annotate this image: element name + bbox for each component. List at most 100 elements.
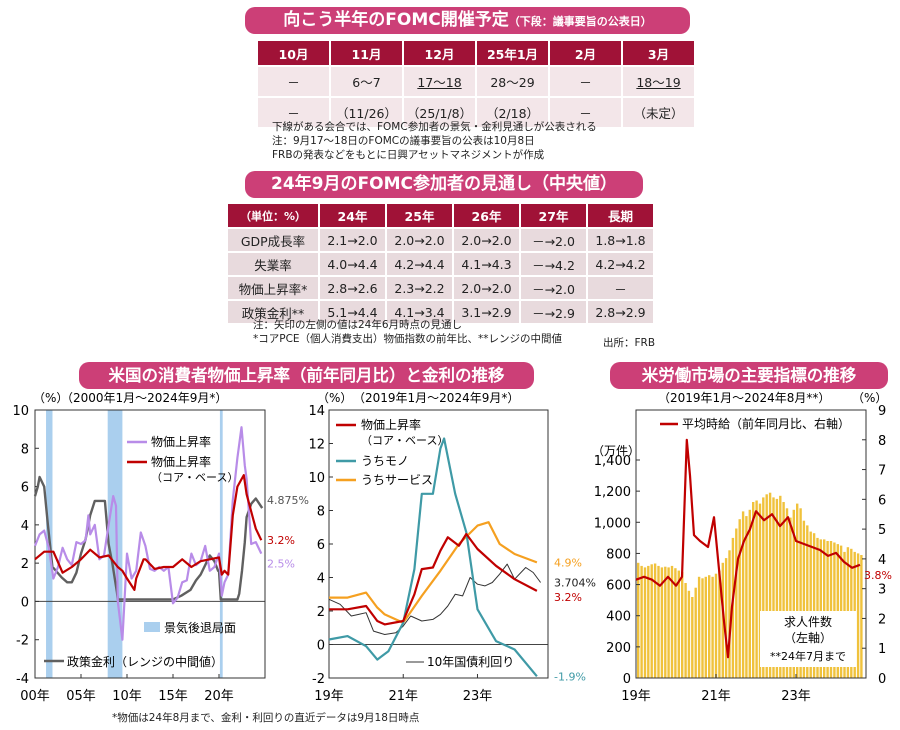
- end-label-core-cpi: 3.2%: [267, 534, 295, 547]
- fomc-header-cell: 10月: [258, 41, 329, 65]
- x-tick-label: 23年: [463, 689, 493, 704]
- projection-cell: 4.0→4.4: [320, 253, 385, 275]
- fomc-note: FRBの発表などをもとに日興アセットマネジメントが作成: [272, 149, 545, 161]
- bar: [681, 572, 684, 678]
- legend-label-core-cpi-sub: （コア・ベース）: [361, 434, 448, 447]
- bar: [812, 533, 816, 678]
- legend-label-core-cpi-sub: （コア・ベース）: [151, 471, 238, 484]
- legend-swatch-recession: [144, 622, 160, 632]
- projection-cell: 4.2→4.2: [588, 253, 653, 275]
- chart-footnote: *物価は24年8月まで、金利・利回りの直近データは9月18日時点: [112, 712, 420, 724]
- legend-label-cpi: 物価上昇率: [151, 434, 211, 449]
- fomc-notes: 下線がある会合では、FOMC参加者の景気・金利見通しが公表される 注：9月17〜…: [272, 120, 597, 162]
- plot-frame: [328, 409, 549, 679]
- period-label: （2019年1月〜2024年8月**）: [658, 391, 830, 405]
- series-cpi: [33, 426, 263, 641]
- right-y-tick-label: 3: [878, 583, 886, 598]
- fomc-header-cell: 2月: [550, 41, 621, 65]
- fomc-date-row: － 6〜7 17〜18 28〜29 － 18〜19: [258, 67, 694, 96]
- x-tick-label: 21年: [701, 689, 731, 704]
- projection-cell: 2.0→2.0: [454, 277, 519, 299]
- bar: [809, 531, 812, 678]
- bar: [806, 525, 809, 678]
- fomc-cell: 17〜18: [404, 67, 475, 96]
- series-core-cpi: [34, 474, 263, 592]
- projection-header-cell: 25年: [387, 204, 452, 227]
- y-tick-label: 8: [317, 505, 325, 520]
- bar: [775, 498, 779, 678]
- projection-cell: 1.8→1.8: [588, 229, 653, 251]
- fomc-schedule-title: 向こう半年のFOMC開催予定: [283, 10, 509, 30]
- fomc-header-row: 10月 11月 12月 25年1月 2月 3月: [258, 41, 694, 65]
- left-unit-label: （万件）: [592, 444, 640, 458]
- fomc-cell: 18〜19: [623, 67, 694, 96]
- fomc-cell: （11/26）: [331, 98, 402, 127]
- y-tick-label: 6: [317, 538, 325, 553]
- bar: [657, 565, 660, 678]
- bar: [738, 519, 741, 678]
- projection-row: 物価上昇率* 2.8→2.6 2.3→2.2 2.0→2.0 －→2.0 －: [228, 277, 653, 299]
- y-tick-label: -4: [16, 672, 29, 687]
- bar: [826, 541, 829, 678]
- series-services: [329, 521, 538, 624]
- bar: [701, 578, 704, 678]
- bar: [782, 502, 785, 678]
- bar: [799, 508, 802, 678]
- right-y-tick-label: 8: [878, 434, 886, 449]
- left-y-tick-label: 1,200: [594, 485, 631, 500]
- fomc-note: 注：9月17〜18日のFOMCの議事要旨の公表は10月8日: [272, 135, 535, 147]
- y-tick-label: 2: [21, 557, 29, 572]
- bar: [816, 537, 819, 678]
- left-y-tick-label: 1,400: [594, 454, 631, 469]
- bar: [714, 573, 718, 678]
- bar: [697, 576, 701, 678]
- x-tick-label: 10年: [112, 689, 142, 704]
- legend-label-10y-yield: 10年国債利回り: [427, 654, 514, 669]
- projection-row: 失業率 4.0→4.4 4.2→4.4 4.1→4.3 －→4.2 4.2→4.…: [228, 253, 653, 275]
- projection-cell: 4.2→4.4: [387, 253, 452, 275]
- right-y-tick-label: 7: [878, 464, 886, 479]
- x-tick-label: 19年: [621, 689, 651, 704]
- y-tick-label: 0: [21, 595, 29, 610]
- y-tick-label: 14: [308, 404, 325, 419]
- left-y-tick-label: 400: [606, 610, 631, 625]
- bar: [748, 509, 751, 678]
- labor-section-banner: 米労働市場の主要指標の推移: [610, 362, 888, 389]
- projection-cell: 2.8→2.9: [588, 301, 653, 323]
- projection-cell: －→2.0: [521, 229, 586, 251]
- end-label-10y-yield: 3.704%: [554, 576, 596, 589]
- end-label-core-cpi: 3.2%: [554, 591, 582, 604]
- projection-title: 24年9月のFOMC参加者の見通し（中央値）: [271, 174, 617, 194]
- legend-label-core-cpi: 物価上昇率: [361, 417, 421, 432]
- bar: [667, 567, 670, 678]
- bar: [708, 575, 711, 678]
- projection-row: GDP成長率 2.1→2.0 2.0→2.0 2.0→2.0 －→2.0 1.8…: [228, 229, 653, 251]
- bar: [741, 511, 745, 678]
- plot-frame: [635, 409, 867, 679]
- bar: [653, 563, 657, 678]
- left-y-tick-label: 200: [606, 641, 631, 656]
- right-y-tick-label: 0: [878, 672, 886, 687]
- fomc-cell: －: [550, 67, 621, 96]
- y-tick-label: 2: [317, 605, 325, 620]
- x-tick-label: 21年: [388, 689, 418, 704]
- legend-label-goods: うちモノ: [361, 454, 409, 468]
- x-tick-label: 15年: [158, 689, 188, 704]
- projection-cell: 2.0→2.0: [387, 229, 452, 251]
- legend-label-core-cpi: 物価上昇率: [151, 454, 211, 469]
- bar: [779, 495, 782, 678]
- bar: [752, 502, 755, 678]
- bar: [772, 497, 775, 678]
- legend-label-hourly-wages: 平均時給（前年同月比、右軸）: [682, 416, 850, 431]
- y-tick-label: 10: [308, 471, 325, 486]
- bar: [796, 503, 799, 678]
- projection-banner: 24年9月のFOMC参加者の見通し（中央値）: [245, 171, 643, 198]
- y-tick-label: 10: [12, 404, 29, 419]
- bar: [792, 509, 795, 678]
- bar-label-axis: （左軸）: [784, 630, 832, 645]
- bar: [768, 492, 772, 678]
- right-y-tick-label: 9: [878, 404, 886, 419]
- bar: [637, 562, 640, 678]
- end-label-services: 4.9%: [554, 556, 582, 569]
